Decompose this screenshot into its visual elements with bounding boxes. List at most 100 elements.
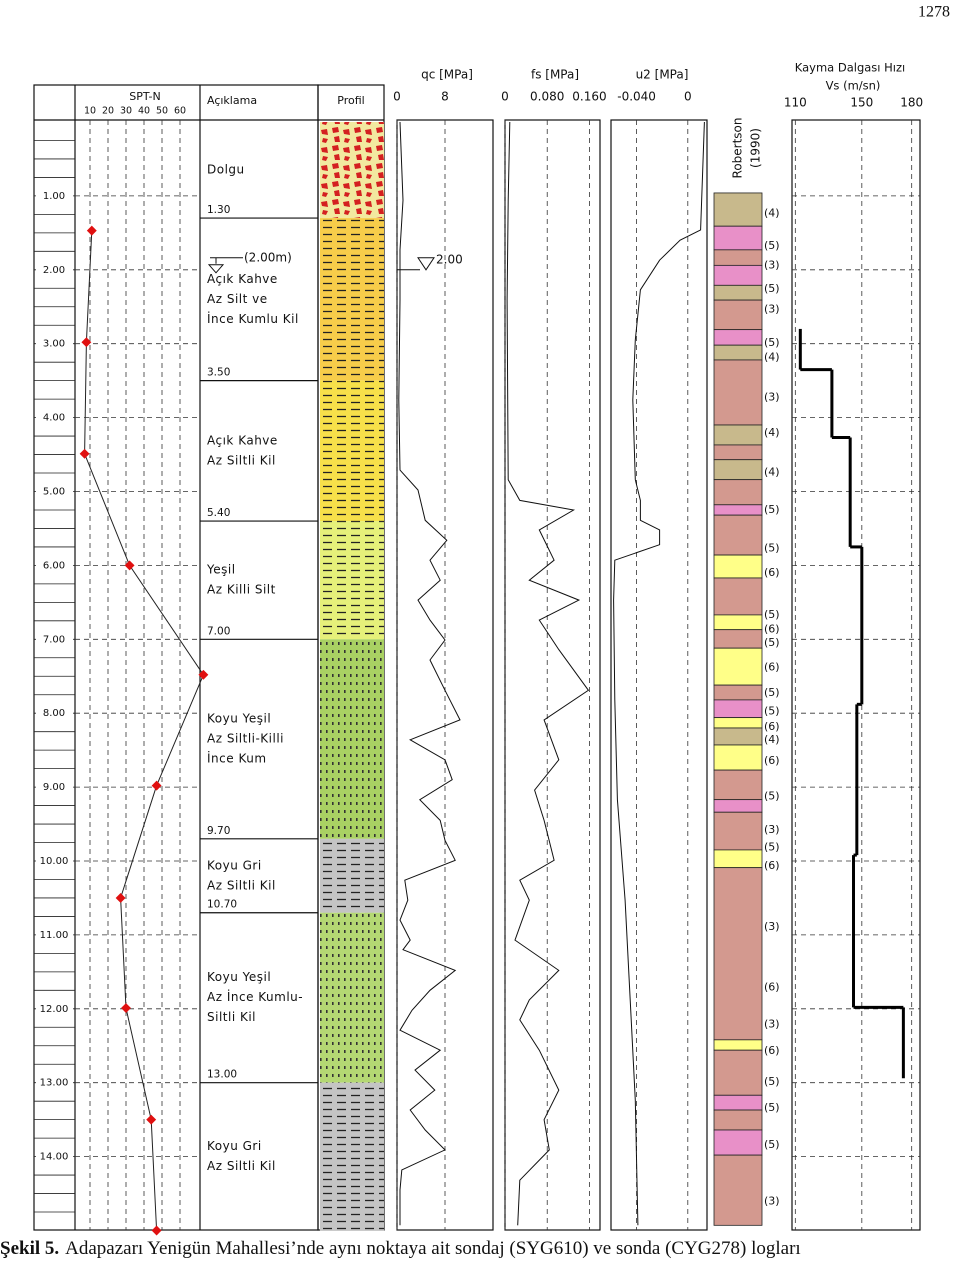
robertson-band (713, 629, 763, 649)
profile-hatch (320, 639, 384, 839)
robertson-band (713, 249, 763, 266)
qc-curve (398, 121, 461, 1226)
robertson-band (713, 359, 763, 426)
depth-label-bg (36, 337, 73, 350)
zone-label: (5) (764, 282, 780, 295)
robertson-band (713, 225, 763, 251)
x-tick-label: 60 (174, 106, 186, 117)
x-tick-label: 0 (501, 90, 509, 104)
u2-curve (613, 121, 705, 1226)
x-tick-label: 30 (120, 106, 132, 117)
layer-text: Dolgu (207, 163, 245, 177)
depth-tick-label: 11.00 (40, 930, 69, 941)
depth-label-bg (36, 263, 73, 276)
x-tick-label: 8 (441, 90, 449, 104)
layer-text: Az Siltli Kil (207, 1159, 276, 1173)
profile-hatch (320, 1082, 384, 1231)
depth-label-bg (36, 633, 73, 646)
zone-label: (3) (764, 303, 780, 316)
robertson-band (713, 1129, 763, 1156)
robertson-band (713, 479, 763, 506)
x-tick-label: 150 (850, 96, 873, 110)
depth-tick-label: 8.00 (43, 708, 65, 719)
layer-text: Siltli Kil (207, 1010, 256, 1024)
x-tick-label: 10 (84, 106, 96, 117)
layer-text: Açık Kahve (207, 272, 278, 286)
zone-label: (3) (764, 1195, 780, 1208)
depth-tick-label: 12.00 (40, 1004, 69, 1015)
zone-label: (5) (764, 608, 780, 621)
robertson-band (713, 717, 763, 729)
robertson-title: (1990) (749, 128, 763, 168)
page-number: 1278 (918, 4, 950, 21)
x-tick-label: 0.160 (572, 90, 606, 104)
robertson-band (713, 192, 763, 227)
zone-label: (6) (764, 859, 780, 872)
zone-label: (5) (764, 1101, 780, 1114)
zone-label: (6) (764, 980, 780, 993)
zone-label: (5) (764, 790, 780, 803)
robertson-band (713, 344, 763, 361)
layer-text: Koyu Yeşil (207, 970, 271, 984)
zone-label: (3) (764, 920, 780, 933)
zone-label: (6) (764, 720, 780, 733)
x-tick-label: 0.080 (530, 90, 564, 104)
zone-label: (6) (764, 1044, 780, 1057)
x-tick-label: 50 (156, 106, 168, 117)
boundary-label: 13.00 (207, 1069, 237, 1081)
layer-text: Az Siltli-Killi (207, 732, 284, 746)
depth-label-bg (36, 928, 73, 941)
zone-label: (3) (764, 391, 780, 404)
vs-title: Kayma Dalgası Hızı (795, 61, 905, 75)
depth-label-bg (36, 1002, 73, 1015)
depth-tick-label: 5.00 (43, 487, 65, 498)
layer-text: İnce Kumlu Kil (207, 311, 299, 326)
layer-text: Az Siltli Kil (207, 878, 276, 892)
robertson-band (713, 867, 763, 1041)
zone-label: (5) (764, 239, 780, 252)
zone-label: (5) (764, 841, 780, 854)
boundary-label: 5.40 (207, 507, 230, 519)
depth-tick-label: 6.00 (43, 560, 65, 571)
x-tick-label: 110 (784, 96, 807, 110)
depth-tick-label: 14.00 (40, 1152, 69, 1163)
zone-label: (5) (764, 336, 780, 349)
robertson-band (713, 459, 763, 481)
spt-point (124, 560, 135, 571)
zone-label: (6) (764, 660, 780, 673)
zone-label: (3) (764, 823, 780, 836)
figure: 1.00 2.00 3.00 4.00 5.00 6.00 7.00 8.00 9.00 10.0… (34, 61, 923, 1236)
spt-point (146, 1114, 157, 1125)
depth-label-bg (36, 781, 73, 794)
water-symbol (417, 257, 435, 271)
zone-label: (3) (764, 1017, 780, 1030)
zone-label: (3) (764, 258, 780, 271)
depth-label-bg (36, 1150, 73, 1163)
caption-text: Adapazarı Yenigün Mahallesi’nde aynı nok… (65, 1238, 801, 1259)
robertson-band (713, 264, 763, 286)
zone-label: (4) (764, 207, 780, 220)
boundary-label: 1.30 (207, 204, 230, 216)
robertson-band (713, 727, 763, 746)
profile-hatch (320, 838, 384, 913)
robertson-band (713, 699, 763, 719)
water-symbol (207, 264, 225, 274)
robertson-band (713, 577, 763, 616)
zone-label: (4) (764, 733, 780, 746)
caption: Şekil 5. Adapazarı Yenigün Mahallesi’nde … (0, 1238, 801, 1259)
fs-title: fs [MPa] (531, 68, 579, 82)
depth-label-bg (36, 411, 73, 424)
zone-label: (4) (764, 465, 780, 478)
spt-title: SPT-N (129, 90, 161, 103)
frames (33, 84, 921, 1231)
x-tick-label: 40 (138, 106, 150, 117)
spt-point (198, 669, 209, 680)
layer-text: Az Silt ve (207, 292, 268, 306)
layer-text: Az İnce Kumlu- (207, 989, 303, 1004)
boundary-label: 7.00 (207, 625, 230, 637)
depth-tick-label: 1.00 (43, 191, 65, 202)
zone-label: (5) (764, 1138, 780, 1151)
robertson-band (713, 554, 763, 579)
u2-title: u2 [MPa] (636, 68, 689, 82)
